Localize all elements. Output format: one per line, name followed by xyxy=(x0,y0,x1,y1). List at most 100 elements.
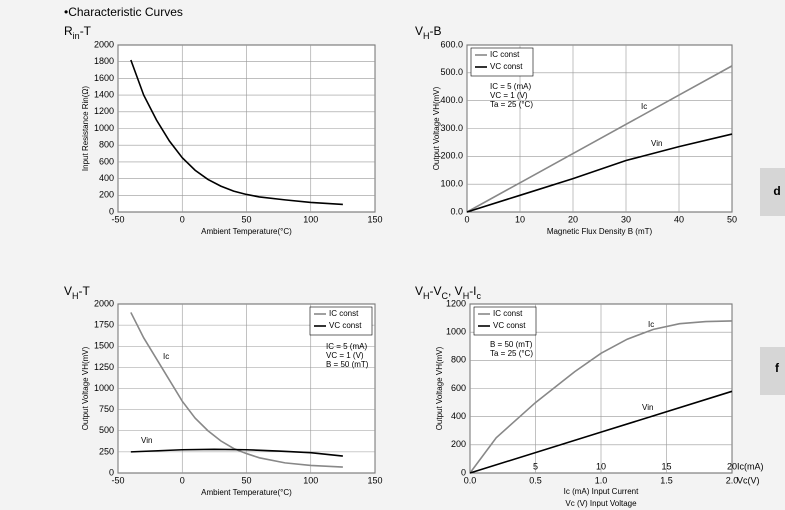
title-part: V xyxy=(415,284,423,298)
y-tick-label: 250 xyxy=(99,446,114,456)
x-tick-label: 150 xyxy=(367,475,382,485)
curve-label: Vin xyxy=(141,436,152,445)
x-tick-label: 1.5 xyxy=(660,475,673,485)
annotation: B = 50 (mT) xyxy=(490,340,533,349)
y-tick-label: 2000 xyxy=(94,298,114,308)
x-axis-label: Ambient Temperature(°C) xyxy=(201,227,292,236)
title-part: -V xyxy=(430,284,442,298)
y-tick-label: 2000 xyxy=(94,39,114,49)
x-tick-label: -50 xyxy=(111,475,124,485)
x2-tick-label: 20 xyxy=(727,461,737,471)
y-tick-label: 300.0 xyxy=(440,123,463,133)
y-tick-label: 1800 xyxy=(94,56,114,66)
title-part: R xyxy=(64,24,73,38)
x-tick-label: 150 xyxy=(367,214,382,224)
x2-tick-label: 10 xyxy=(596,461,606,471)
side-tab-label[interactable]: d xyxy=(773,184,780,198)
x-axis-label: Magnetic Flux Density B (mT) xyxy=(547,227,653,236)
legend-label: VC const xyxy=(490,62,523,71)
title-part: -T xyxy=(79,284,91,298)
title-part: H xyxy=(463,291,470,301)
y-tick-label: 1200 xyxy=(94,106,114,116)
title-part: H xyxy=(72,291,79,301)
y-tick-label: 1250 xyxy=(94,362,114,372)
title-part: , V xyxy=(448,284,463,298)
y-tick-label: 600 xyxy=(451,383,466,393)
y-tick-label: 600 xyxy=(99,156,114,166)
legend-label: VC const xyxy=(493,321,526,330)
y-axis-label: Input Resistance Rin(Ω) xyxy=(81,86,90,171)
side-tab[interactable] xyxy=(760,168,785,216)
series-line xyxy=(130,312,343,468)
title-part: V xyxy=(64,284,72,298)
y-tick-label: 800 xyxy=(99,140,114,150)
title-part: -I xyxy=(469,284,476,298)
title-part: V xyxy=(415,24,423,38)
y-tick-label: 200.0 xyxy=(440,151,463,161)
y-tick-label: 200 xyxy=(99,190,114,200)
y-tick-label: 1000 xyxy=(94,123,114,133)
title-part: C xyxy=(442,291,449,301)
series-line xyxy=(466,133,733,213)
y-tick-label: 1200 xyxy=(446,298,466,308)
y-tick-label: 0 xyxy=(109,467,114,477)
x-tick-label: 10 xyxy=(515,214,525,224)
series-line xyxy=(466,65,733,213)
curve-label: Vin xyxy=(642,403,653,412)
title-part: H xyxy=(423,31,430,41)
title-part: c xyxy=(477,291,482,301)
legend xyxy=(309,306,373,336)
x-tick-label: 0 xyxy=(180,475,185,485)
y-axis-label: Output Voltage VH(mV) xyxy=(432,86,441,170)
side-tab-label[interactable]: f xyxy=(775,361,780,375)
x2-tick-label: 5 xyxy=(533,461,538,471)
y-tick-label: 1000 xyxy=(94,383,114,393)
y-tick-label: 600.0 xyxy=(440,39,463,49)
legend-label: IC const xyxy=(493,309,523,318)
x-tick-label: 100 xyxy=(303,475,318,485)
chart-title: VH-T xyxy=(64,284,91,301)
x-unit: Vc(V) xyxy=(737,475,760,485)
y-tick-label: 400 xyxy=(99,173,114,183)
y-tick-label: 0 xyxy=(109,206,114,216)
x2-unit: Ic(mA) xyxy=(737,461,764,471)
side-tab[interactable] xyxy=(760,347,785,395)
annotation: VC = 1 (V) xyxy=(326,351,364,360)
x-axis-label: Vc (V) Input Voltage xyxy=(565,499,637,508)
y-tick-label: 1600 xyxy=(94,73,114,83)
series-line xyxy=(469,390,733,474)
annotation: IC = 5 (mA) xyxy=(326,342,367,351)
y-tick-label: 750 xyxy=(99,404,114,414)
x-tick-label: 100 xyxy=(303,214,318,224)
x2-tick-label: 15 xyxy=(661,461,671,471)
y-tick-label: 400 xyxy=(451,411,466,421)
legend xyxy=(470,47,534,77)
title-part: -T xyxy=(80,24,92,38)
x-axis-label: Ic (mA) Input Current xyxy=(564,487,639,496)
curve-label: Vin xyxy=(651,139,662,148)
curve-label: Ic xyxy=(163,352,169,361)
series-line xyxy=(130,59,343,206)
y-tick-label: 0.0 xyxy=(450,206,463,216)
chart-title: VH-B xyxy=(415,24,442,41)
x-tick-label: 50 xyxy=(727,214,737,224)
title-part: in xyxy=(73,31,80,41)
legend xyxy=(473,306,537,336)
x-tick-label: 0.5 xyxy=(529,475,542,485)
annotation: Ta = 25 (°C) xyxy=(490,100,533,109)
legend-label: VC const xyxy=(329,321,362,330)
curve-label: Ic xyxy=(641,102,647,111)
y-tick-label: 0 xyxy=(461,467,466,477)
y-tick-label: 1000 xyxy=(446,327,466,337)
x-tick-label: 30 xyxy=(621,214,631,224)
y-axis-label: Output Voltage VH(mV) xyxy=(81,346,90,430)
x-tick-label: 0 xyxy=(180,214,185,224)
y-tick-label: 200 xyxy=(451,439,466,449)
y-tick-label: 500.0 xyxy=(440,67,463,77)
curve-label: Ic xyxy=(648,320,654,329)
y-axis-label: Output Voltage VH(mV) xyxy=(435,346,444,430)
y-tick-label: 1750 xyxy=(94,320,114,330)
x-tick-label: 0 xyxy=(464,214,469,224)
x-tick-label: 2.0 xyxy=(726,475,739,485)
